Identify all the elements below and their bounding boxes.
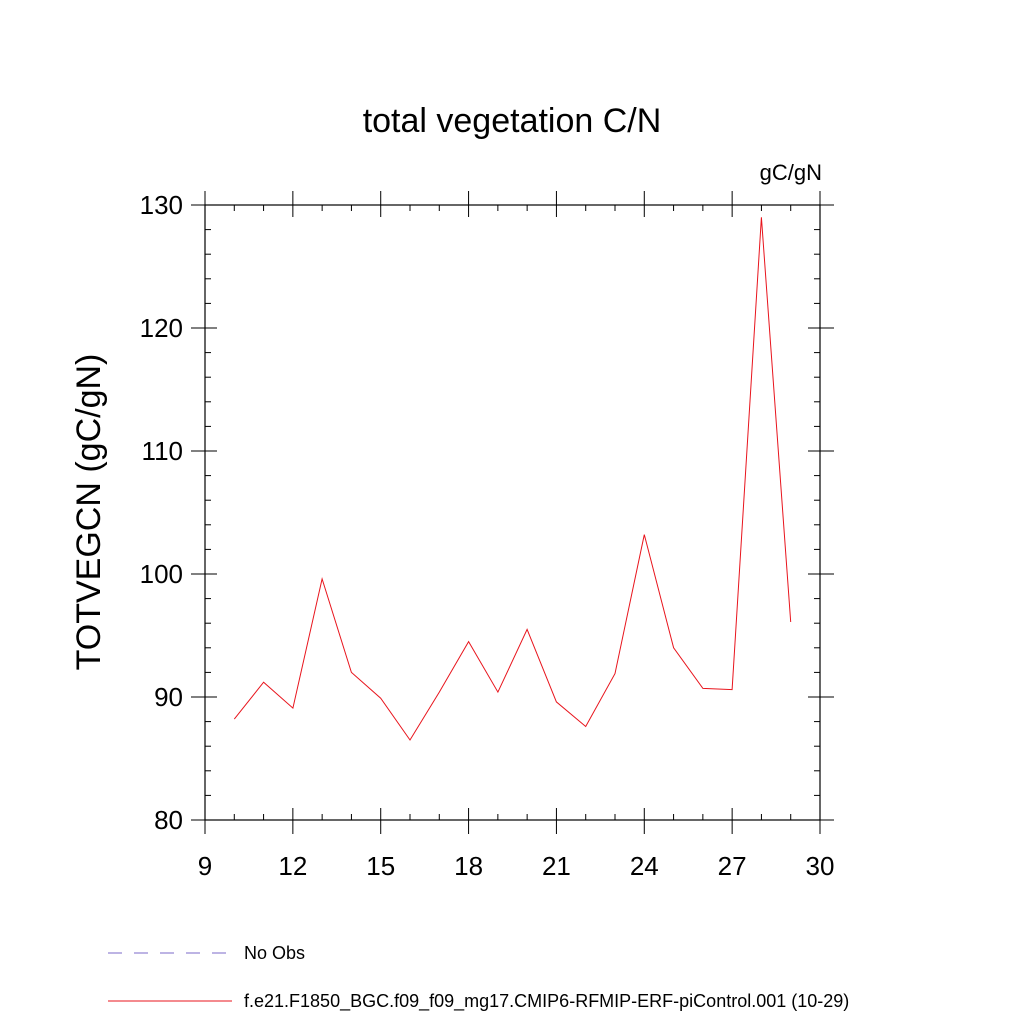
legend-label-control-run: f.e21.F1850_BGC.f09_f09_mg17.CMIP6-RFMIP… [244, 991, 849, 1012]
chart-title: total vegetation C/N [363, 102, 662, 140]
y-tick-label: 110 [142, 436, 183, 466]
x-tick-label: 18 [454, 851, 483, 881]
y-tick-label: 120 [140, 313, 183, 343]
units-label: gC/gN [760, 160, 822, 185]
x-tick-label: 21 [542, 851, 571, 881]
series-layer [233, 217, 792, 741]
x-tick-label: 30 [806, 851, 835, 881]
legend: No Obs f.e21.F1850_BGC.f09_f09_mg17.CMIP… [108, 943, 849, 1012]
y-tick-label: 90 [154, 682, 183, 712]
x-tick-label: 9 [198, 851, 212, 881]
plot-frame [204, 204, 821, 821]
series-line-0 [233, 217, 792, 741]
y-axis-label: TOTVEGCN (gC/gN) [70, 354, 108, 671]
x-tick-label: 15 [366, 851, 395, 881]
x-tick-label: 24 [630, 851, 659, 881]
y-tick-label: 100 [140, 559, 183, 589]
x-tick-label: 27 [718, 851, 747, 881]
axis-tick-labels: 9 12 15 18 21 24 27 30 80 90 100 110 120 130 [140, 190, 835, 881]
y-tick-label: 130 [140, 190, 183, 220]
x-tick-label: 12 [278, 851, 307, 881]
legend-label-no-obs: No Obs [244, 943, 305, 963]
y-tick-label: 80 [154, 805, 183, 835]
axis-ticks [191, 191, 834, 834]
